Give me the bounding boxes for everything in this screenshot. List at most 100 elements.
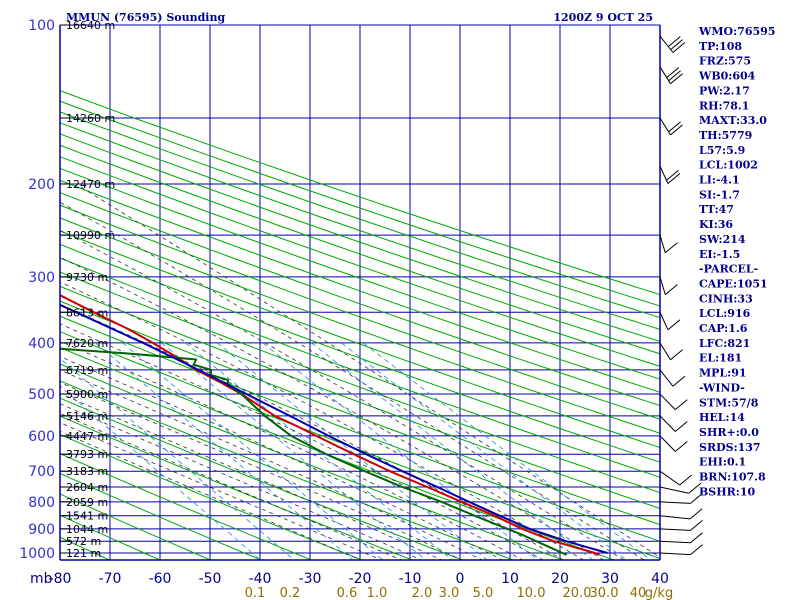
wind-barb-staff (659, 117, 671, 136)
wind-barb-flag (674, 421, 688, 432)
chart-title: MMUN (76595) Sounding (66, 11, 225, 24)
dry-adiabat (60, 156, 660, 367)
wind-barb-flag (664, 284, 678, 295)
moist-adiabat (60, 403, 423, 560)
wind-barb-flag (688, 482, 702, 494)
mixing-ratio-label: 10.0 (517, 586, 546, 600)
temperature-tick-label: -20 (349, 571, 372, 587)
wind-barb-flag (666, 67, 680, 78)
index-line: BSHR:10 (699, 485, 755, 498)
temperature-tick-label: 10 (501, 571, 519, 587)
index-line: MAXT:33.0 (699, 114, 767, 127)
dewpoint-profile (60, 347, 568, 556)
dry-adiabat (60, 179, 660, 393)
index-line: -PARCEL- (699, 263, 758, 276)
wind-barb-flag (668, 121, 681, 133)
dry-adiabat (60, 192, 660, 407)
dry-adiabat (60, 472, 263, 560)
wind-barb-flag (667, 173, 681, 184)
dry-adiabat (60, 111, 660, 319)
wind-barb-flag (668, 70, 681, 82)
dry-adiabat (60, 271, 660, 494)
wind-barb-flag (670, 73, 683, 85)
pressure-tick-label: 900 (28, 522, 55, 538)
index-line: SHR+:0.0 (699, 426, 759, 439)
dry-adiabat (60, 380, 515, 560)
mixing-ratio-line (362, 342, 652, 560)
mixing-ratio-line (60, 357, 295, 560)
height-label: 5146 m (66, 410, 108, 423)
temperature-tick-label: 0 (456, 571, 465, 587)
temperature-tick-label: 30 (601, 571, 619, 587)
dry-adiabat (60, 144, 660, 355)
pressure-tick-label: 1000 (19, 546, 55, 562)
height-label: 9730 m (66, 271, 108, 284)
index-line: WMO:76595 (698, 25, 775, 38)
mixing-ratio-line (60, 385, 261, 560)
mixing-ratio-line (161, 342, 427, 560)
valid-time: 1200Z 9 OCT 25 (553, 11, 653, 24)
temperature-tick-label: -40 (249, 571, 272, 587)
height-label: 7620 m (66, 337, 108, 350)
wind-barb-staff (659, 528, 691, 531)
dry-adiabat (60, 100, 660, 307)
wind-barb-staff (659, 35, 674, 53)
dry-adiabat (60, 217, 660, 434)
profile-layer (60, 294, 608, 556)
moist-adiabat (60, 381, 463, 560)
index-line: TT:47 (699, 203, 734, 216)
dry-adiabat (60, 347, 616, 560)
height-label: 6719 m (66, 364, 108, 377)
mixing-ratio-line (185, 342, 453, 560)
pressure-tick-label: 500 (28, 387, 55, 403)
index-line: LCL:916 (699, 307, 751, 320)
index-line: WB0:604 (698, 70, 756, 83)
mixing-ratio-label: 20.0 (563, 586, 592, 600)
height-label: 14260 m (66, 112, 115, 125)
moist-adiabat (60, 422, 382, 560)
wind-barb-layer (659, 35, 703, 556)
index-line: TP:108 (699, 40, 742, 53)
background-lines (60, 90, 660, 560)
wind-barb-flag (667, 36, 681, 47)
moist-adiabat (60, 323, 544, 560)
index-line: CAP:1.6 (699, 322, 748, 335)
wind-barb-staff (659, 66, 671, 84)
temperature-tick-label: -70 (99, 571, 122, 587)
wind-barb-staff (659, 342, 671, 361)
index-line: EI:-1.5 (699, 248, 740, 261)
wind-barb-staff (659, 276, 666, 295)
wind-barb-staff (659, 234, 666, 253)
wind-barb-flag (690, 544, 703, 555)
pressure-unit-label: mb (30, 571, 53, 587)
index-line: EHI:0.1 (699, 456, 746, 469)
dry-adiabat (60, 243, 660, 463)
wind-barb-staff (659, 515, 691, 520)
mixing-ratio-label: 0.6 (337, 586, 358, 600)
wind-barb-flag (672, 375, 686, 387)
wind-barb-flag (664, 242, 678, 254)
height-label: 2059 m (66, 496, 108, 509)
dry-adiabat (60, 90, 660, 296)
height-label: 5900 m (66, 388, 108, 401)
pressure-tick-label: 800 (28, 495, 55, 511)
wind-barb-flag (690, 493, 703, 504)
temperature-tick-label: 20 (551, 571, 569, 587)
index-line: STM:57/8 (699, 396, 759, 409)
wind-barb-staff (659, 501, 691, 504)
index-line: LCL:1002 (699, 159, 758, 172)
index-line: -WIND- (699, 381, 745, 394)
index-line: SW:214 (699, 233, 746, 246)
temperature-tick-label: -10 (399, 571, 422, 587)
wind-barb-staff (659, 393, 676, 410)
dry-adiabat (60, 300, 660, 526)
moist-adiabat (60, 229, 625, 560)
wind-barb-flag (674, 441, 688, 452)
height-label: 16640 m (66, 19, 115, 32)
temperature-tick-label: -50 (199, 571, 222, 587)
moist-adiabat (75, 183, 660, 558)
pressure-tick-label: 100 (28, 18, 55, 34)
